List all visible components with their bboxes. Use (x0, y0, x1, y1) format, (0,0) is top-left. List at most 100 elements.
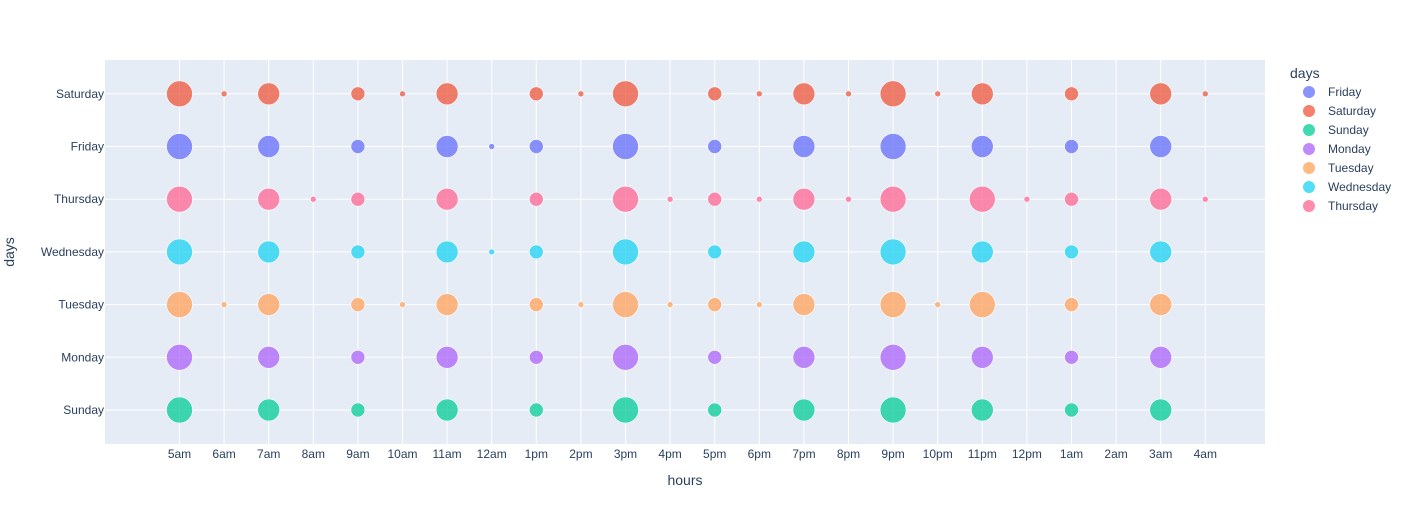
y-tick-label: Saturday (56, 87, 104, 101)
x-tick-label: 8pm (837, 447, 860, 461)
data-point (1064, 402, 1079, 418)
legend-marker (1303, 200, 1315, 212)
data-point (845, 90, 852, 98)
data-point (1149, 293, 1172, 316)
data-point (1023, 195, 1031, 203)
legend-marker (1303, 143, 1315, 155)
data-point (1202, 195, 1209, 203)
data-point (257, 345, 281, 369)
x-tick-label: 4am (1194, 447, 1217, 461)
data-point (1149, 345, 1172, 369)
x-tick-label: 11am (433, 447, 462, 461)
data-point (970, 398, 994, 422)
data-point (528, 244, 544, 260)
y-tick-label: Sunday (63, 403, 104, 417)
data-point (166, 291, 193, 318)
data-point (612, 396, 639, 424)
x-tick-label: 10am (387, 447, 417, 461)
y-tick-label: Tuesday (58, 298, 104, 312)
legend-item-label: Tuesday (1328, 161, 1374, 175)
data-point (350, 402, 366, 418)
data-point (166, 396, 193, 424)
data-point (435, 398, 459, 422)
data-point (612, 238, 639, 266)
x-axis-title: hours (667, 472, 702, 488)
data-point (934, 90, 942, 98)
data-point (879, 343, 907, 371)
data-point (755, 90, 763, 98)
data-point (792, 240, 816, 264)
data-point (166, 185, 193, 213)
x-axis-ticks: 5am 6am 7am 8am 9am 10am 11am 12am 1pm 2pm 3pm 4pm 5… (168, 447, 1217, 461)
data-point (612, 80, 639, 108)
data-point (220, 301, 228, 308)
legend-item-label: Friday (1328, 85, 1361, 99)
data-point (435, 82, 459, 106)
data-point (934, 301, 942, 308)
data-point (528, 402, 544, 418)
data-point (879, 291, 907, 318)
data-point (707, 139, 723, 154)
data-point (1064, 349, 1079, 365)
y-tick-label: Wednesday (41, 245, 104, 259)
data-point (612, 343, 639, 371)
data-point (612, 185, 639, 213)
data-point (707, 191, 723, 207)
data-point (1064, 244, 1079, 260)
data-point (612, 133, 639, 160)
data-point (879, 133, 907, 160)
x-tick-label: 6pm (748, 447, 771, 461)
data-point (488, 248, 496, 256)
data-point (792, 82, 816, 106)
x-tick-label: 7pm (792, 447, 815, 461)
data-point (755, 301, 763, 308)
data-point (257, 240, 281, 264)
data-point (1064, 86, 1079, 102)
data-point (528, 86, 544, 102)
x-tick-label: 12pm (1012, 447, 1042, 461)
data-point (350, 86, 366, 102)
data-point (220, 90, 228, 98)
data-point (350, 349, 366, 365)
data-point (435, 187, 459, 211)
data-point (528, 191, 544, 207)
legend-marker (1303, 124, 1315, 136)
x-tick-label: 7am (257, 447, 280, 461)
y-axis-ticks: Sunday Monday Tuesday Wednesday Thursday Frid… (41, 87, 104, 417)
data-point (792, 345, 816, 369)
x-tick-label: 1pm (525, 447, 548, 461)
legend-item-label: Sunday (1328, 123, 1369, 137)
x-tick-label: 2pm (569, 447, 592, 461)
data-point (1149, 187, 1172, 211)
legend-item-label: Monday (1328, 142, 1371, 156)
data-point (755, 195, 763, 203)
data-point (257, 187, 281, 211)
x-tick-label: 12am (477, 447, 507, 461)
data-point (707, 244, 723, 260)
legend-item-label: Saturday (1328, 104, 1376, 118)
data-point (528, 139, 544, 154)
data-point (707, 86, 723, 102)
data-point (879, 185, 907, 213)
data-point (257, 398, 281, 422)
data-point (707, 402, 723, 418)
data-point (792, 293, 816, 316)
x-tick-label: 9am (346, 447, 369, 461)
x-tick-label: 4pm (658, 447, 681, 461)
data-point (1149, 82, 1172, 106)
data-point (166, 238, 193, 266)
x-tick-label: 5am (168, 447, 191, 461)
legend-marker (1303, 162, 1315, 174)
x-tick-label: 11pm (968, 447, 997, 461)
y-axis-title: days (1, 237, 17, 267)
data-point (350, 139, 366, 154)
x-tick-label: 10pm (923, 447, 953, 461)
data-point (257, 293, 281, 316)
data-point (879, 80, 907, 108)
x-tick-label: 8am (302, 447, 325, 461)
data-point (1064, 297, 1079, 312)
data-point (399, 90, 406, 98)
data-point (166, 80, 193, 108)
